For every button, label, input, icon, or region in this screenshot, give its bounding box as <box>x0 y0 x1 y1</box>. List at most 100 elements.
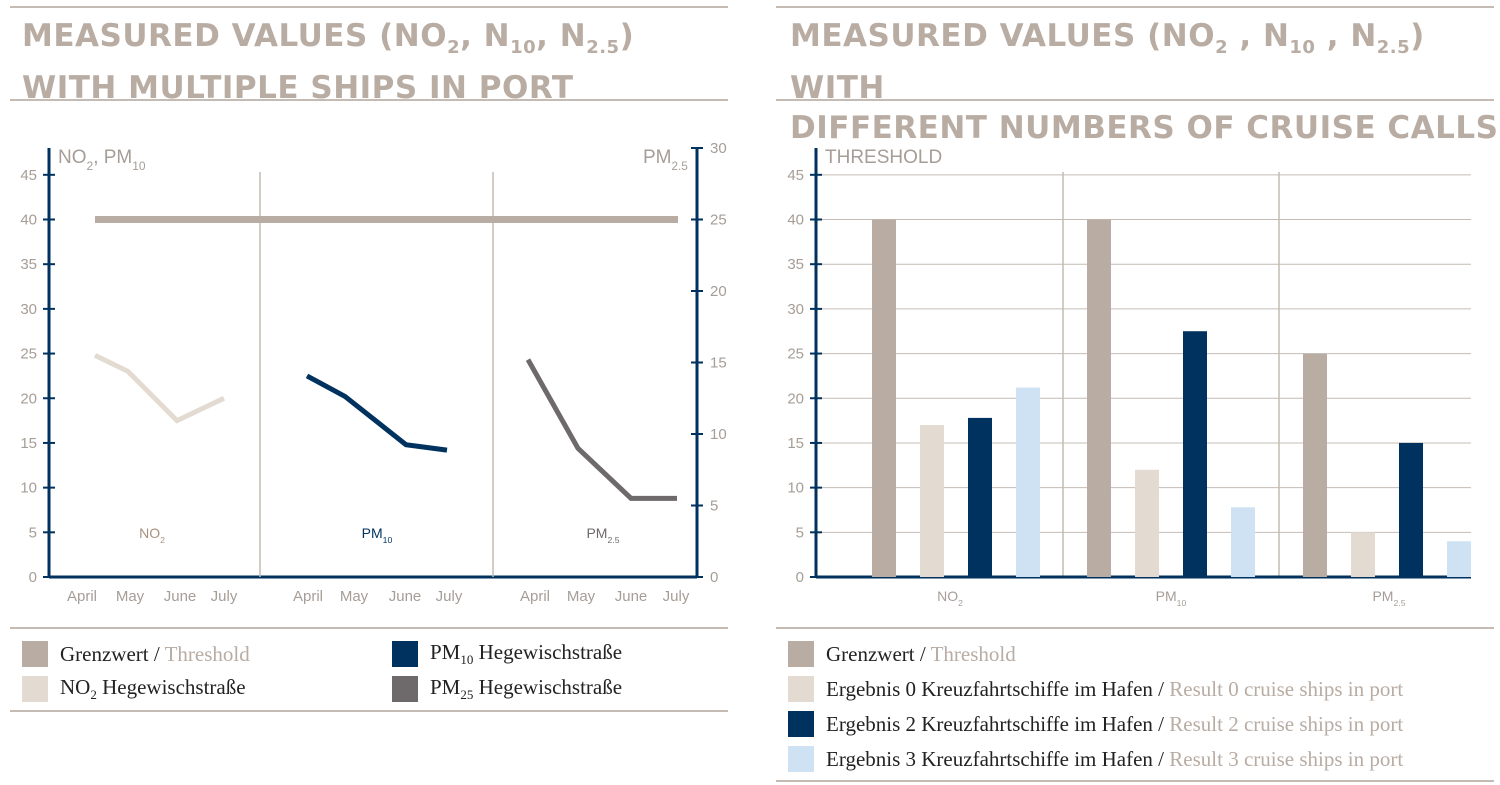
left-y-tick-label: 45 <box>20 167 37 184</box>
left-legend-item: PM10 Hegewischstraße <box>392 640 622 668</box>
right-legend-item: Ergebnis 3 Kreuzfahrtschiffe im Hafen / … <box>788 745 1403 773</box>
left-line-chart: 0 5 10 15 20 25 30 35 40 45 0 5 10 15 20 25 30 NO2, PM10 P… <box>20 140 727 605</box>
panel-label: PM10 <box>362 525 393 545</box>
left-top-rule <box>10 6 728 8</box>
left-legend-label: PM10 Hegewischstraße <box>430 639 623 668</box>
left-y-tick-label: 40 <box>20 212 37 229</box>
left-legend-item: PM25 Hegewischstraße <box>392 675 622 703</box>
right-y-tick-label: 20 <box>710 283 727 300</box>
x-tick-label: April <box>293 588 323 605</box>
left-y-tick-label: 5 <box>29 524 37 541</box>
left-y-tick-label: 10 <box>20 480 37 497</box>
right-y-tick-label: 0 <box>710 569 718 586</box>
right-legend-swatch <box>788 676 814 702</box>
left-legend-swatch <box>392 676 418 702</box>
left-legend-swatch <box>22 676 48 702</box>
y-tick-label: 5 <box>796 524 804 541</box>
right-y-tick-label: 10 <box>710 426 727 443</box>
left-chart-title: MEASURED VALUES (NO2, N10, N2.5) WITH MU… <box>22 18 635 107</box>
right-legend-label: Ergebnis 3 Kreuzfahrtschiffe im Hafen / … <box>826 746 1404 771</box>
left-legend-swatch <box>22 641 48 667</box>
left-title-rule <box>10 99 728 101</box>
y-tick-label: 40 <box>787 212 804 229</box>
left-legend-top-rule <box>10 627 728 629</box>
y-tick-label: 25 <box>787 346 804 363</box>
right-title-rule <box>776 99 1494 101</box>
bar-series3-group2 <box>1183 331 1207 577</box>
x-tick-label: July <box>663 588 690 605</box>
bar-series4-group3 <box>1447 541 1471 577</box>
bar-series1-group3 <box>1303 353 1327 577</box>
series-line-1 <box>93 353 226 424</box>
x-tick-label: May <box>340 588 369 605</box>
series-line-2 <box>305 373 448 453</box>
right-y-tick-label: 30 <box>710 140 727 157</box>
bar-series3-group1 <box>968 417 992 577</box>
left-y-tick-label: 25 <box>20 346 37 363</box>
right-legend-label: Grenzwert / Threshold <box>826 641 1016 666</box>
left-legend-label: NO2 Hegewischstraße <box>60 674 246 703</box>
right-y-tick-label: 25 <box>710 212 727 229</box>
right-legend-top-rule <box>776 627 1494 629</box>
left-y-tick-label: 0 <box>29 569 37 586</box>
x-tick-label: June <box>615 588 648 605</box>
x-tick-label: June <box>164 588 197 605</box>
x-tick-label: July <box>211 588 238 605</box>
y-tick-label: 10 <box>787 480 804 497</box>
y-tick-label: 30 <box>787 301 804 318</box>
bar-series1-group2 <box>1087 219 1111 577</box>
left-legend-bottom-rule <box>10 710 728 712</box>
y-tick-label: 45 <box>787 167 804 184</box>
x-tick-label: May <box>567 588 596 605</box>
right-chart-title: MEASURED VALUES (NO2 , N10 , N2.5) WITH … <box>790 18 1499 147</box>
y-tick-label: 35 <box>787 256 804 273</box>
right-legend-item: Ergebnis 0 Kreuzfahrtschiffe im Hafen / … <box>788 675 1403 703</box>
left-y-tick-label: 15 <box>20 435 37 452</box>
y-tick-label: 20 <box>787 390 804 407</box>
category-label: PM2.5 <box>1372 588 1405 608</box>
right-top-rule <box>776 6 1494 8</box>
left-y-tick-label: 30 <box>20 301 37 318</box>
left-axis-title: NO2, PM10 <box>58 147 146 173</box>
right-legend-item: Ergebnis 2 Kreuzfahrtschiffe im Hafen / … <box>788 710 1403 738</box>
right-legend-swatch <box>788 641 814 667</box>
left-legend-label: Grenzwert / Threshold <box>60 641 250 666</box>
left-legend-label: PM25 Hegewischstraße <box>430 674 623 703</box>
right-legend-label: Ergebnis 2 Kreuzfahrtschiffe im Hafen / … <box>826 711 1404 736</box>
right-legend-label: Ergebnis 0 Kreuzfahrtschiffe im Hafen / … <box>826 676 1404 701</box>
bar-series2-group3 <box>1351 532 1375 577</box>
panel-label: PM2.5 <box>586 525 619 545</box>
left-legend-item: Grenzwert / Threshold <box>22 640 250 668</box>
y-tick-label: 0 <box>796 569 804 586</box>
right-legend-swatch <box>788 746 814 772</box>
left-legend-swatch <box>392 641 418 667</box>
bar-series4-group2 <box>1231 507 1255 577</box>
x-tick-label: May <box>116 588 145 605</box>
right-y-tick-label: 5 <box>710 498 718 515</box>
category-label: NO2 <box>937 588 963 608</box>
bar-series2-group1 <box>920 425 944 577</box>
right-panel: MEASURED VALUES (NO2 , N10 , N2.5) WITH … <box>760 0 1500 785</box>
bar-series4-group1 <box>1016 387 1040 577</box>
right-axis-title: PM2.5 <box>643 147 688 173</box>
bar-series1-group1 <box>872 219 896 577</box>
panel-label: NO2 <box>139 525 165 545</box>
x-tick-label: April <box>67 588 97 605</box>
left-panel: MEASURED VALUES (NO2, N10, N2.5) WITH MU… <box>0 0 740 785</box>
x-tick-label: April <box>520 588 550 605</box>
left-y-tick-label: 20 <box>20 390 37 407</box>
right-legend-bottom-rule <box>776 780 1494 782</box>
bar-series2-group2 <box>1135 469 1159 577</box>
right-legend-item: Grenzwert / Threshold <box>788 640 1016 668</box>
right-y-tick-label: 15 <box>710 355 727 372</box>
y-axis-title: THRESHOLD <box>825 147 942 168</box>
right-legend-swatch <box>788 711 814 737</box>
right-bar-chart: 0 5 10 15 20 25 30 35 40 45 THRESHOLD NO2 PM10 PM2.5 <box>787 147 1471 608</box>
left-y-tick-label: 35 <box>20 256 37 273</box>
series-line-3 <box>525 358 677 501</box>
category-label: PM10 <box>1156 588 1187 608</box>
left-legend-item: NO2 Hegewischstraße <box>22 675 246 703</box>
x-tick-label: July <box>436 588 463 605</box>
y-tick-label: 15 <box>787 435 804 452</box>
bar-series3-group3 <box>1399 442 1423 577</box>
